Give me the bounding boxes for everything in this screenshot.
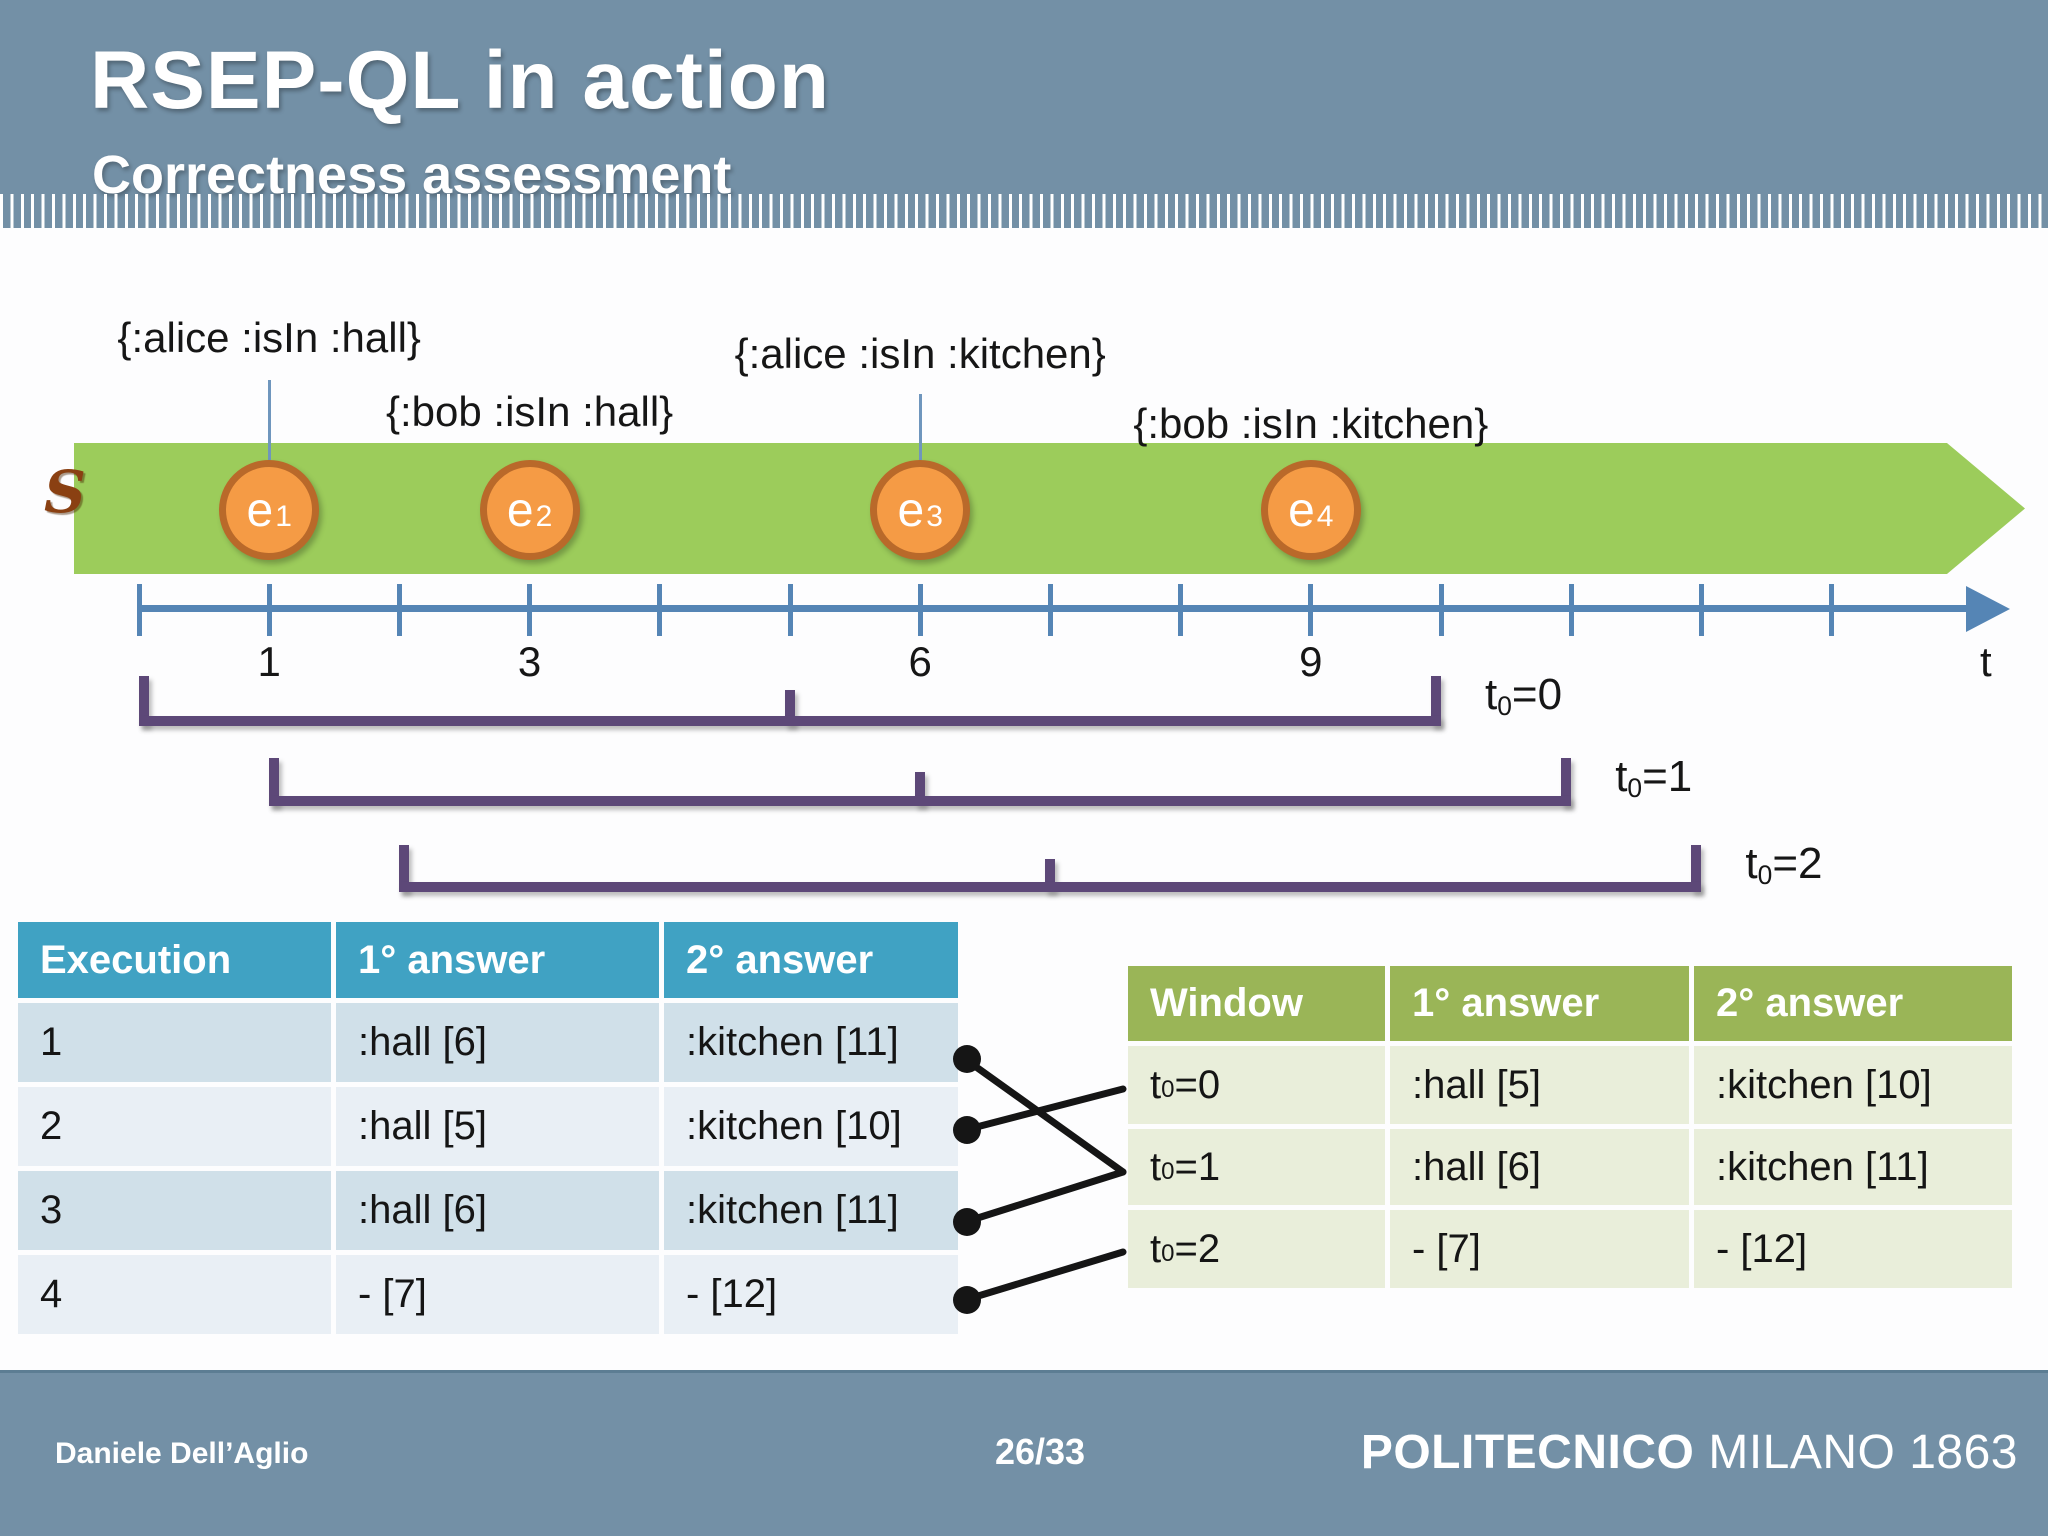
time-axis-tick xyxy=(1438,584,1444,636)
window-bracket-part xyxy=(1561,758,1572,806)
window-bracket-part xyxy=(399,845,410,892)
table-cell: :kitchen [11] xyxy=(664,1171,958,1250)
time-axis-tick xyxy=(266,584,272,636)
time-axis-tick xyxy=(1308,584,1314,636)
event-label-alice-kitchen: {:alice :isIn :kitchen} xyxy=(734,330,1106,377)
event-label-bob-kitchen: {:bob :isIn :kitchen} xyxy=(1133,400,1489,447)
time-axis-tick xyxy=(396,584,402,636)
column-header: 2° answer xyxy=(1694,966,2012,1041)
table-cell: :kitchen [11] xyxy=(664,1003,958,1082)
window-label-t0-0: t0=0 xyxy=(1485,670,1563,721)
tick-label: 6 xyxy=(908,638,932,685)
tick-label: 1 xyxy=(257,638,281,685)
window-bracket-part xyxy=(915,772,926,806)
time-axis-tick xyxy=(136,584,142,636)
header-stripes-decoration xyxy=(0,194,2048,228)
column-header: 2° answer xyxy=(664,922,958,998)
time-axis-tick xyxy=(787,584,793,636)
window-bracket-part xyxy=(139,676,149,726)
time-axis-tick xyxy=(1047,584,1053,636)
table-cell: - [12] xyxy=(1694,1210,2012,1288)
window-bracket-part xyxy=(1045,859,1056,892)
window-bracket-part xyxy=(785,690,795,726)
column-header: Window xyxy=(1128,966,1385,1041)
event-label-bob-hall: {:bob :isIn :hall} xyxy=(385,388,674,435)
execution-table: Execution 1° answer 2° answer 1 :hall [6… xyxy=(18,922,958,1334)
column-header: 1° answer xyxy=(336,922,659,998)
table-cell: :hall [6] xyxy=(1390,1129,1689,1205)
table-cell: :hall [6] xyxy=(336,1003,659,1082)
event-label-alice-hall: {:alice :isIn :hall} xyxy=(117,314,421,361)
time-axis xyxy=(139,605,1975,612)
footer-author: Daniele Dell’Aglio xyxy=(55,1437,309,1470)
table-cell: :kitchen [10] xyxy=(664,1087,958,1166)
window-bracket-part xyxy=(269,796,1572,806)
time-axis-tick xyxy=(917,584,923,636)
mapping-line-exec1-w1 xyxy=(961,1055,1127,1176)
table-cell: - [7] xyxy=(336,1255,659,1334)
event-index: 1 xyxy=(275,500,292,533)
table-cell: 1 xyxy=(18,1003,331,1082)
time-axis-tick xyxy=(1698,584,1704,636)
event-callout-line xyxy=(268,380,272,460)
slide-title: RSEP-QL in action xyxy=(90,35,830,126)
event-index: 2 xyxy=(535,500,553,533)
window-bracket-part xyxy=(1431,676,1441,726)
event-index: 4 xyxy=(1316,500,1334,533)
table-cell: t 0 =2 xyxy=(1128,1210,1385,1288)
table-cell: t 0 =1 xyxy=(1128,1129,1385,1205)
stream-label: S xyxy=(44,458,86,526)
column-header: Execution xyxy=(18,922,331,998)
window-bracket-part xyxy=(139,716,1441,726)
slide-footer: Daniele Dell’Aglio 26/33 POLITECNICO MILA… xyxy=(0,1370,2048,1536)
time-axis-tick xyxy=(527,584,533,636)
table-cell: 4 xyxy=(18,1255,331,1334)
footer-page-number: 26/33 xyxy=(994,1431,1086,1472)
event-callout-line xyxy=(919,394,923,460)
window-label-t0-1: t0=1 xyxy=(1615,752,1693,803)
window-label-t0-2: t0=2 xyxy=(1745,839,1823,890)
event-index: 3 xyxy=(926,500,943,533)
event-name: e xyxy=(246,483,274,537)
window-bracket-part xyxy=(269,758,280,806)
window-table: Window 1° answer 2° answer t 0 =0 :hall [5… xyxy=(1128,966,2012,1288)
time-axis-tick xyxy=(1568,584,1574,636)
event-name: e xyxy=(506,483,534,537)
table-cell: - [12] xyxy=(664,1255,958,1334)
time-axis-tick xyxy=(657,584,663,636)
politecnico-logo: POLITECNICO MILANO 1863 xyxy=(1360,1426,2018,1479)
mapping-line-exec4-w2 xyxy=(961,1248,1127,1304)
stream-arrow-band xyxy=(74,443,2025,574)
window-bracket-part xyxy=(1691,845,1702,892)
slide-header: RSEP-QL in action Correctness assessment xyxy=(0,0,2048,228)
table-cell: 2 xyxy=(18,1087,331,1166)
window-bracket-part xyxy=(399,882,1702,892)
table-cell: :hall [6] xyxy=(336,1171,659,1250)
mapping-line-exec3-w1 xyxy=(961,1168,1127,1226)
event-name: e xyxy=(1288,483,1315,537)
tick-label: 9 xyxy=(1299,638,1323,685)
table-cell: t 0 =0 xyxy=(1128,1046,1385,1124)
tick-label: 3 xyxy=(517,638,542,685)
column-header: 1° answer xyxy=(1390,966,1689,1041)
table-cell: :kitchen [10] xyxy=(1694,1046,2012,1124)
event-name: e xyxy=(897,483,925,537)
time-axis-tick xyxy=(1178,584,1184,636)
time-axis-label: t xyxy=(1980,638,1992,685)
table-cell: :hall [5] xyxy=(1390,1046,1689,1124)
time-axis-arrowhead-icon xyxy=(1966,586,2010,632)
table-cell: - [7] xyxy=(1390,1210,1689,1288)
mapping-line-exec2-w0 xyxy=(961,1085,1127,1134)
table-cell: :hall [5] xyxy=(336,1087,659,1166)
time-axis-tick xyxy=(1829,584,1835,636)
table-cell: :kitchen [11] xyxy=(1694,1129,2012,1205)
table-cell: 3 xyxy=(18,1171,331,1250)
